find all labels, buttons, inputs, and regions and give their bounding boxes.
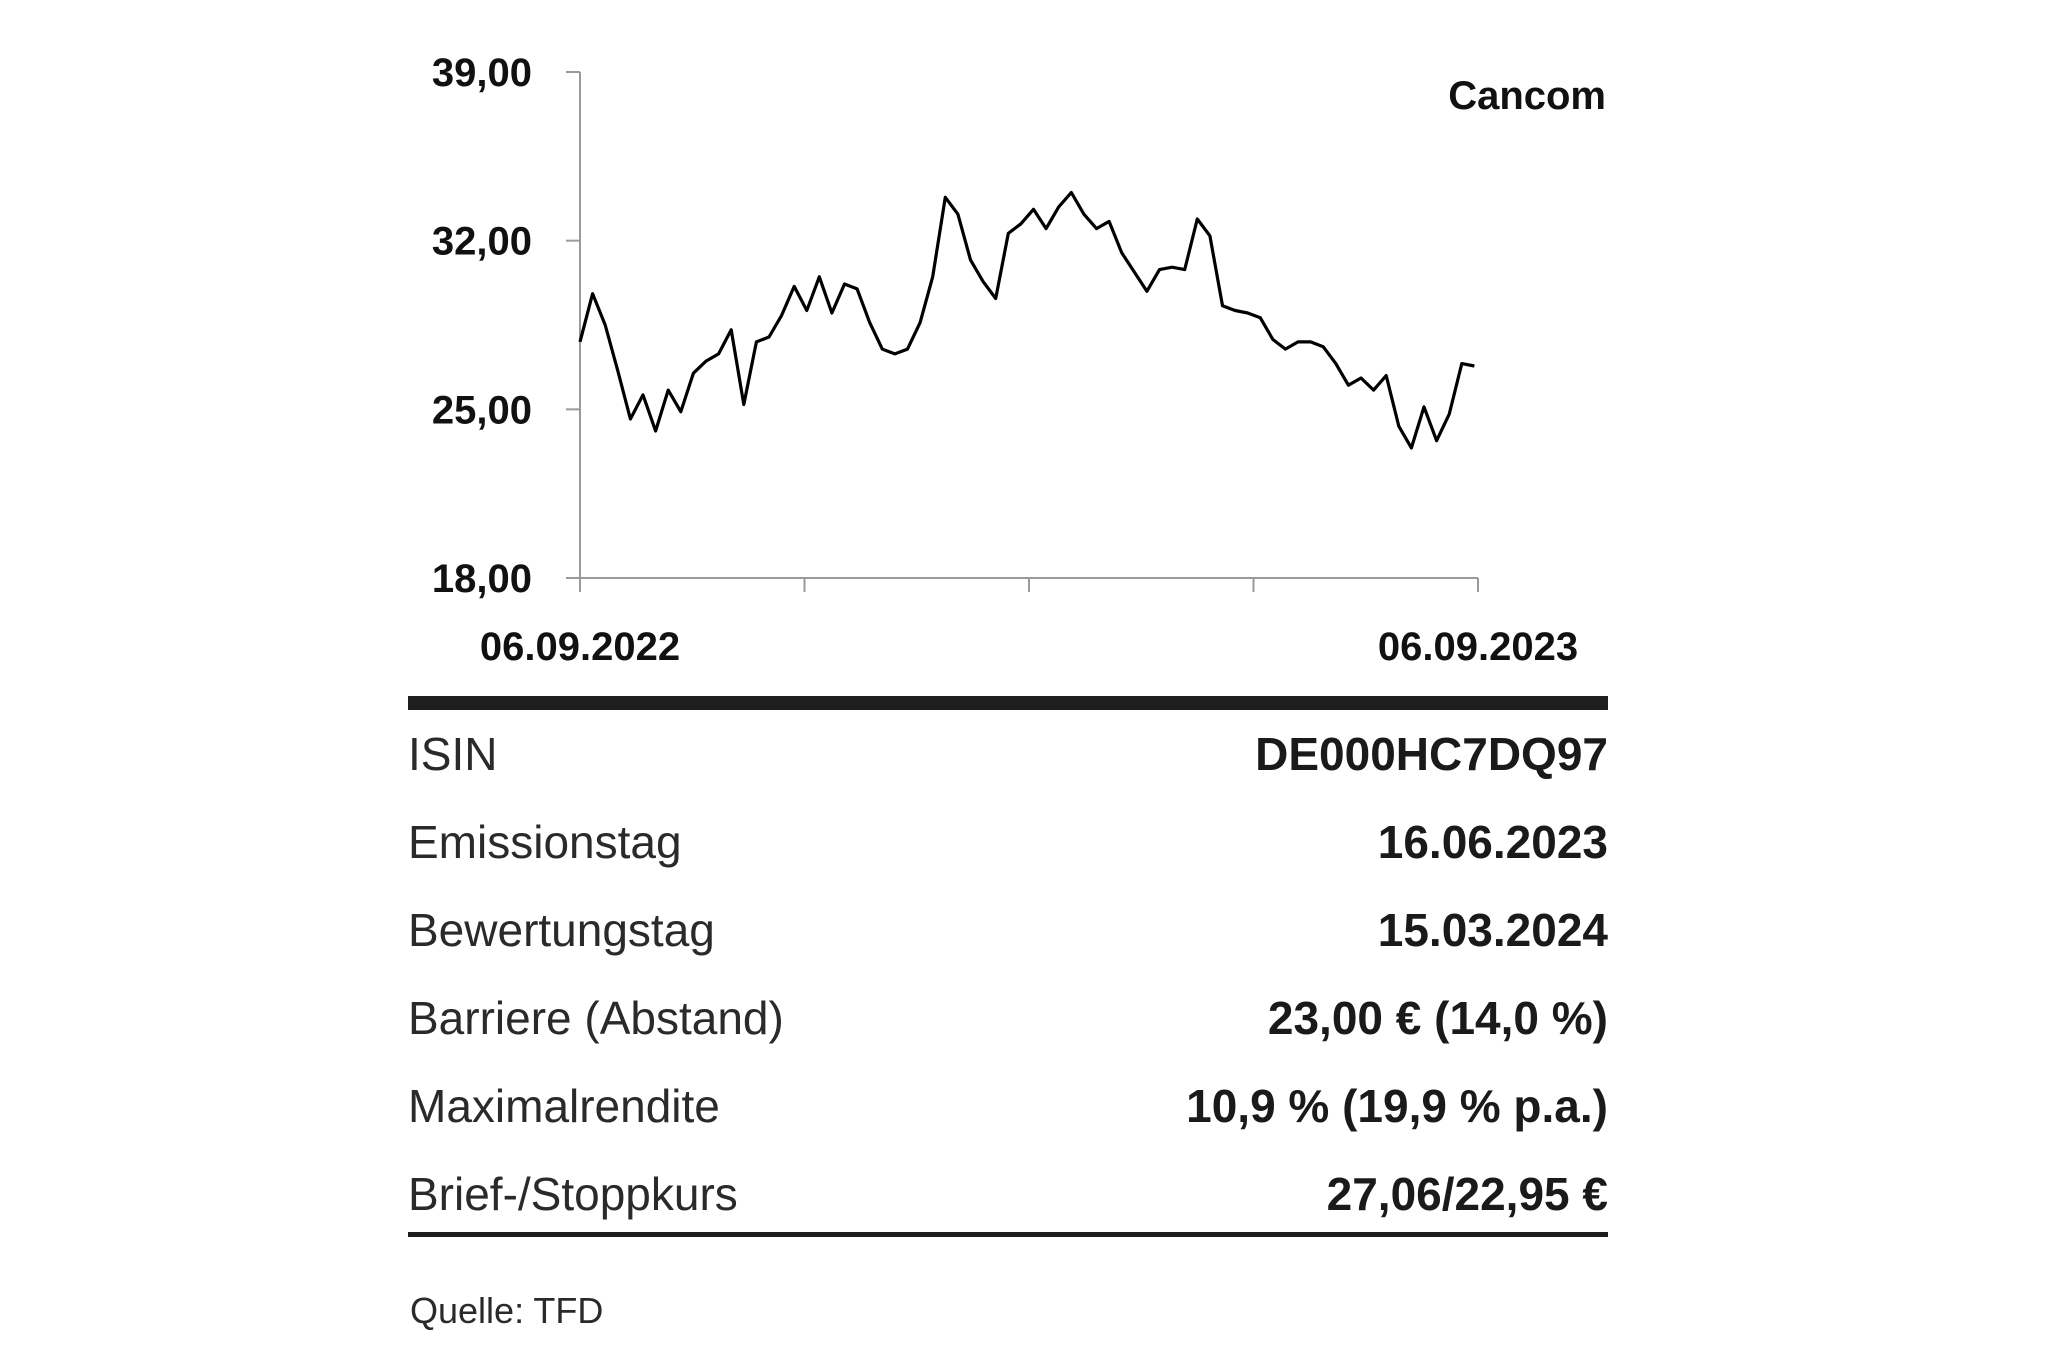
y-tick-label: 39,00 <box>432 51 532 95</box>
x-tick-label-start: 06.09.2022 <box>480 625 680 669</box>
details-table: ISIN DE000HC7DQ97 Emissionstag 16.06.2023 Be… <box>408 696 1608 1237</box>
y-tick-label: 25,00 <box>432 388 532 432</box>
detail-label: Emissionstag <box>408 816 682 868</box>
detail-value: 10,9 % (19,9 % p.a.) <box>1186 1080 1608 1132</box>
y-tick-label: 18,00 <box>432 557 532 601</box>
table-bottom-rule <box>408 1232 1608 1237</box>
detail-value: 27,06/22,95 € <box>1326 1168 1608 1220</box>
detail-row: Brief-/Stoppkurs 27,06/22,95 € <box>408 1150 1608 1238</box>
x-tick-label-end: 06.09.2023 <box>1378 625 1578 669</box>
detail-value: 23,00 € (14,0 %) <box>1267 992 1608 1044</box>
detail-row: ISIN DE000HC7DQ97 <box>408 710 1608 798</box>
detail-row: Bewertungstag 15.03.2024 <box>408 886 1608 974</box>
detail-value: DE000HC7DQ97 <box>1255 728 1608 780</box>
detail-value: 16.06.2023 <box>1377 816 1608 868</box>
detail-label: Brief-/Stoppkurs <box>408 1168 738 1220</box>
detail-label: Maximalrendite <box>408 1080 720 1132</box>
table-top-rule <box>408 696 1608 710</box>
y-axis: 39,00 32,00 25,00 18,00 <box>432 51 581 601</box>
detail-row: Maximalrendite 10,9 % (19,9 % p.a.) <box>408 1062 1608 1150</box>
series-group <box>578 190 1475 450</box>
source-note: Quelle: TFD <box>410 1290 604 1331</box>
chart-title: Cancom <box>1448 74 1606 118</box>
price-line <box>578 190 1475 450</box>
detail-label: Bewertungstag <box>408 904 715 956</box>
y-tick-label: 32,00 <box>432 220 532 264</box>
detail-label: Barriere (Abstand) <box>408 992 784 1044</box>
detail-row: Barriere (Abstand) 23,00 € (14,0 %) <box>408 974 1608 1062</box>
details-rows: ISIN DE000HC7DQ97 Emissionstag 16.06.2023 Be… <box>408 710 1608 1238</box>
detail-row: Emissionstag 16.06.2023 <box>408 798 1608 886</box>
x-axis: 06.09.2022 06.09.2023 <box>480 577 1578 669</box>
detail-value: 15.03.2024 <box>1377 904 1608 956</box>
detail-label: ISIN <box>408 728 498 780</box>
